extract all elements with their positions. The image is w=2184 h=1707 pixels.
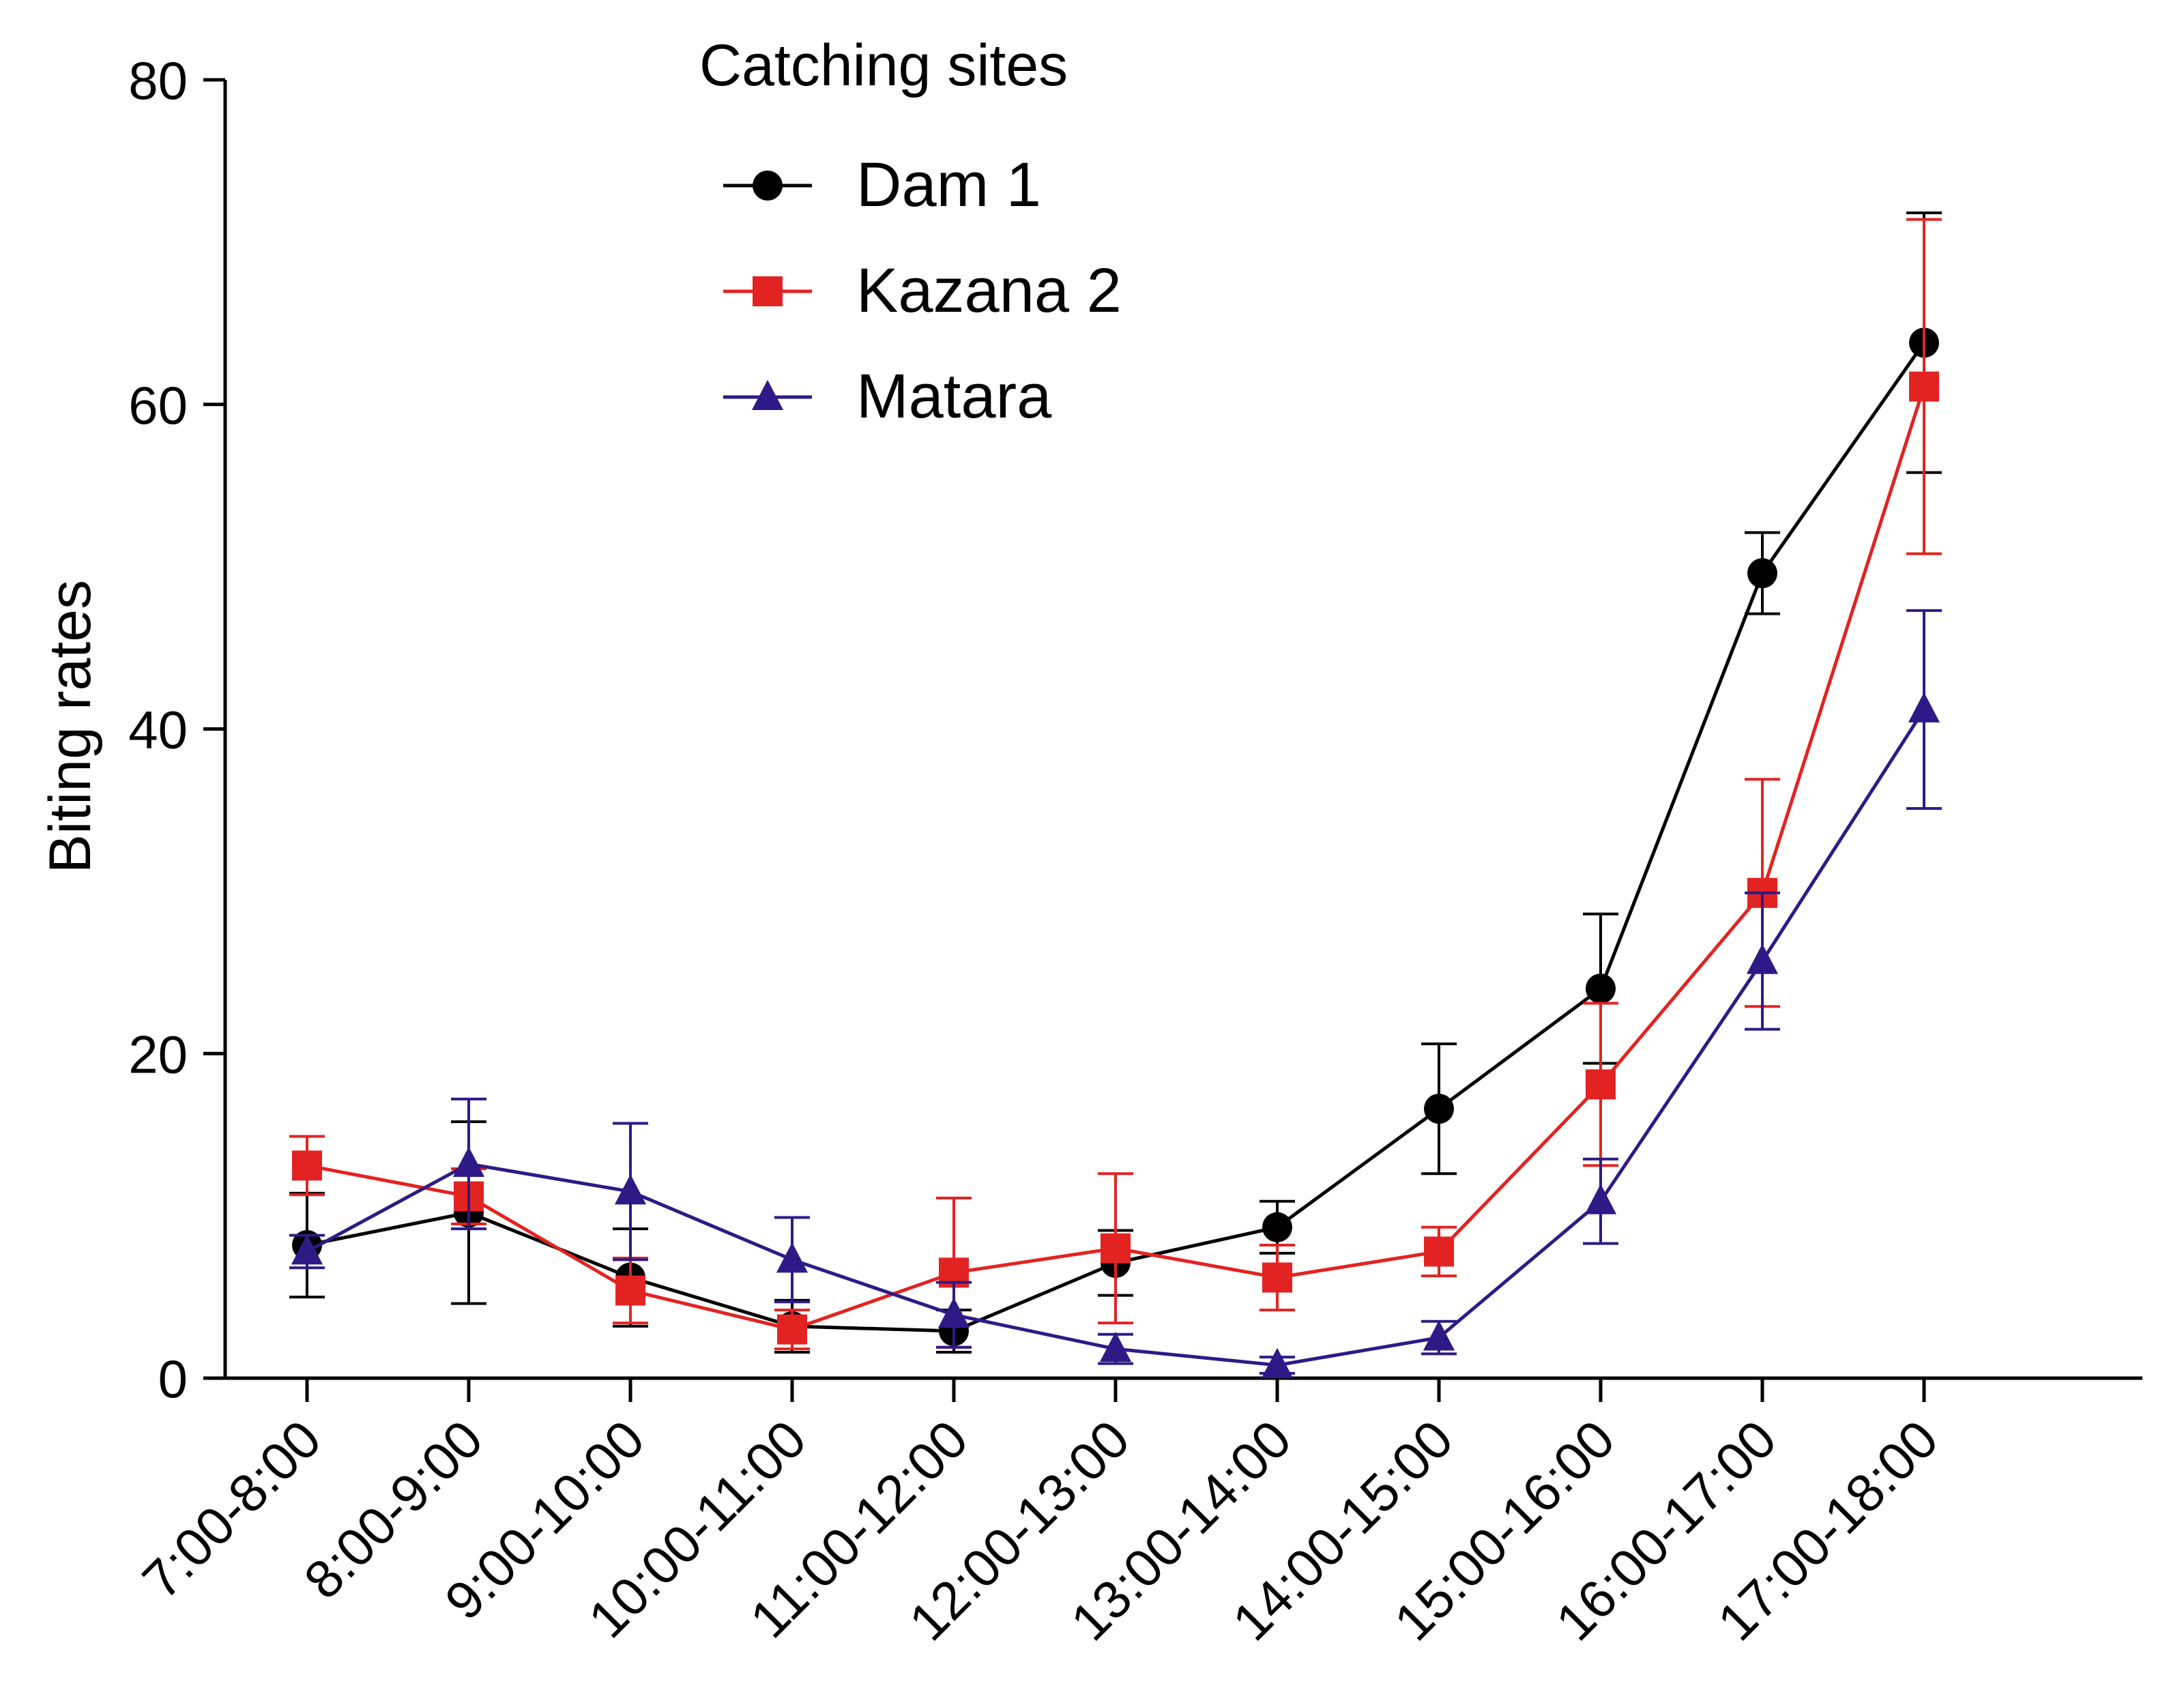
data-point: [1584, 1184, 1617, 1214]
legend-title: Catching sites: [699, 33, 1068, 98]
data-point: [291, 1234, 323, 1265]
y-tick-label: 40: [128, 700, 188, 760]
y-axis-label: Biting rates: [38, 580, 103, 873]
x-tick-label: 7:00-8:00: [131, 1409, 332, 1610]
y-tick-label: 20: [128, 1024, 188, 1084]
data-point: [937, 1297, 970, 1328]
data-point: [1908, 692, 1940, 723]
legend-item: Kazana 2: [723, 256, 1122, 325]
data-point: [452, 1146, 485, 1177]
legend-marker: [753, 171, 783, 201]
legend-item: Dam 1: [723, 150, 1041, 220]
y-tick-label: 60: [128, 375, 188, 435]
data-point: [1586, 974, 1616, 1004]
series-kazana-2: [289, 218, 1942, 1351]
axes: 0204060807:00-8:008:00-9:009:00-10:0010:…: [128, 50, 2142, 1652]
data-point: [1101, 1233, 1131, 1264]
data-point: [1586, 1069, 1616, 1100]
legend-label: Dam 1: [856, 150, 1041, 220]
data-point: [615, 1275, 645, 1306]
data-point: [1261, 1347, 1294, 1378]
legend-label: Matara: [856, 362, 1052, 431]
data-point: [1423, 1320, 1455, 1351]
data-point: [1424, 1236, 1454, 1267]
series-layer: [289, 211, 1942, 1378]
legend-marker: [753, 276, 783, 306]
y-tick-label: 80: [128, 50, 188, 111]
legend-marker: [751, 379, 784, 410]
data-point: [776, 1242, 809, 1273]
data-point: [292, 1150, 322, 1181]
data-point: [777, 1314, 807, 1345]
data-point: [1262, 1212, 1292, 1242]
data-point: [614, 1174, 647, 1205]
legend-item: Matara: [723, 362, 1052, 431]
data-point: [1746, 944, 1779, 974]
data-point: [1099, 1331, 1132, 1362]
y-tick-label: 0: [158, 1349, 188, 1409]
data-point: [1424, 1094, 1454, 1124]
series-matara: [289, 609, 1942, 1378]
data-point: [1909, 371, 1939, 402]
data-point: [1262, 1262, 1292, 1293]
data-point: [1747, 558, 1777, 589]
legend: Catching sites Dam 1 Kazana 2 Matara: [699, 33, 1122, 431]
legend-label: Kazana 2: [856, 256, 1122, 325]
